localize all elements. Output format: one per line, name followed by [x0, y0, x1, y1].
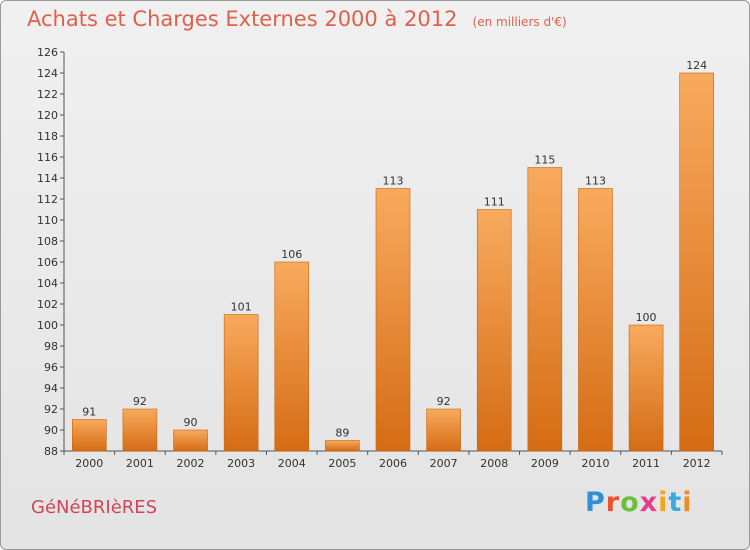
y-tick-label: 100 — [37, 319, 58, 332]
y-tick-label: 96 — [44, 361, 58, 374]
y-tick-label: 94 — [44, 382, 58, 395]
bar — [173, 429, 208, 452]
data-label: 101 — [231, 301, 252, 314]
y-tick-label: 118 — [37, 130, 58, 143]
y-tick-label: 106 — [37, 256, 58, 269]
y-tick-label: 116 — [37, 151, 58, 164]
data-label: 89 — [335, 427, 349, 440]
data-label: 100 — [636, 311, 657, 324]
logo-letter: t — [668, 487, 683, 518]
bar — [325, 440, 360, 452]
x-tick-label: 2001 — [126, 457, 154, 470]
logo-letter: x — [639, 487, 659, 518]
logo-letter: i — [658, 487, 669, 518]
data-label: 124 — [686, 59, 707, 72]
x-tick-label: 2007 — [430, 457, 458, 470]
y-tick-label: 108 — [37, 235, 58, 248]
data-label: 92 — [133, 395, 147, 408]
y-tick-label: 98 — [44, 340, 58, 353]
y-tick-label: 92 — [44, 403, 58, 416]
bar — [527, 167, 563, 452]
logo-letter: o — [620, 487, 640, 518]
y-tick-label: 102 — [37, 298, 58, 311]
y-tick-label: 110 — [37, 214, 58, 227]
bar — [72, 419, 107, 452]
x-tick-label: 2005 — [328, 457, 356, 470]
x-tick-label: 2008 — [480, 457, 508, 470]
data-label: 91 — [82, 406, 96, 419]
y-tick-label: 126 — [37, 46, 58, 59]
bar — [375, 188, 411, 452]
bar — [679, 72, 714, 452]
chart-subtitle: (en milliers d'€) — [472, 15, 567, 29]
data-label: 115 — [534, 154, 555, 167]
x-tick-label: 2010 — [581, 457, 609, 470]
y-tick-label: 120 — [37, 109, 58, 122]
data-label: 90 — [184, 416, 198, 429]
bar — [122, 408, 158, 452]
data-label: 106 — [281, 248, 302, 261]
x-tick-label: 2012 — [683, 457, 711, 470]
data-labels: 91 92 90 101 106 89 113 92 111 115 113 100 124 — [82, 59, 707, 440]
chart-title: Achats et Charges Externes 2000 à 2012 — [27, 7, 458, 31]
logo-letter: i — [682, 487, 693, 518]
x-tick-label: 2006 — [379, 457, 407, 470]
commune-name: GéNéBRIèRES — [31, 497, 158, 518]
x-tick-label: 2009 — [531, 457, 559, 470]
bars — [72, 72, 714, 452]
data-label: 113 — [585, 175, 606, 188]
bar — [426, 408, 461, 452]
y-tick-label: 90 — [44, 424, 58, 437]
data-label: 113 — [383, 175, 404, 188]
y-tick-label: 88 — [44, 445, 58, 458]
bar — [578, 188, 613, 452]
y-tick-label: 114 — [37, 172, 58, 185]
bar — [476, 209, 512, 452]
y-tick-label: 122 — [37, 88, 58, 101]
axes: 88 90 92 94 96 98 100 102 104 106 108 110 112 114 116 1… — [37, 46, 723, 470]
bar — [628, 324, 664, 452]
x-tick-label: 2011 — [632, 457, 660, 470]
x-tick-label: 2004 — [278, 457, 306, 470]
x-tick-label: 2002 — [177, 457, 205, 470]
data-label: 111 — [484, 196, 505, 209]
proxiti-logo: Proxiti — [585, 487, 693, 518]
bar — [274, 261, 310, 452]
x-tick-label: 2003 — [227, 457, 255, 470]
logo-letter: P — [585, 487, 606, 518]
y-tick-label: 112 — [37, 193, 58, 206]
y-tick-label: 104 — [37, 277, 58, 290]
y-tick-label: 124 — [37, 67, 58, 80]
bar — [223, 314, 259, 452]
data-label: 92 — [437, 395, 451, 408]
x-tick-label: 2000 — [75, 457, 103, 470]
chart-header: Achats et Charges Externes 2000 à 2012 (… — [27, 7, 567, 31]
logo-letter: r — [605, 487, 621, 518]
